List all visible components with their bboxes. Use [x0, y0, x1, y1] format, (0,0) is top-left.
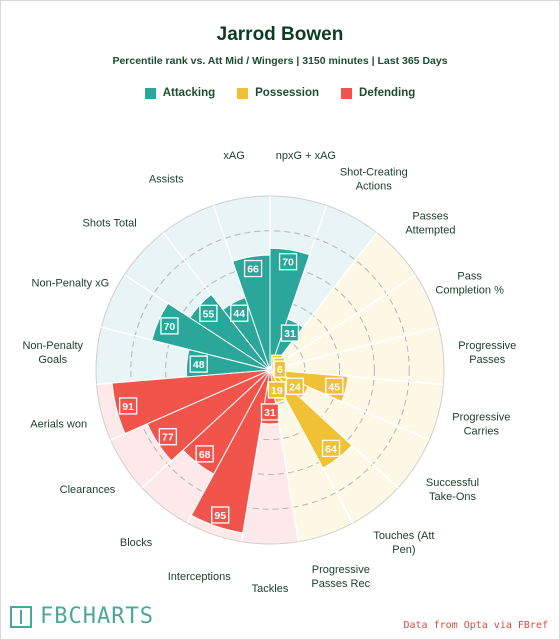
metric-label-xag: xAG — [223, 150, 244, 162]
metric-label-progressive-passes-rec: Progressive Passes Rec — [311, 564, 370, 590]
value-label-xag: 66 — [247, 264, 259, 276]
metric-label-clearances: Clearances — [60, 484, 116, 496]
bar-xag — [232, 254, 271, 371]
value-badge-bg-touches-att-pen — [321, 439, 341, 458]
value-badge-bg-blocks — [195, 445, 214, 463]
value-badge-bg-non-penalty-xg — [160, 317, 179, 335]
metric-label-shot-creating-actions: Shot-Creating Actions — [340, 166, 408, 192]
metric-label-successful-take-ons: Successful Take-Ons — [426, 477, 479, 503]
metric-label-progressive-carries: Progressive Carries — [452, 412, 510, 438]
bar-non-penalty-xg — [151, 302, 271, 371]
value-label-assists: 44 — [233, 308, 245, 320]
legend-label-defending: Defending — [359, 87, 416, 99]
value-label-aerials-won: 91 — [122, 401, 134, 413]
bar-aerials-won — [111, 369, 271, 435]
metric-label-non-penalty-goals: Non-Penalty Goals — [22, 340, 83, 366]
legend-item-defending: Defending — [341, 87, 415, 99]
value-label-npxg-xag: 70 — [282, 257, 294, 269]
value-label-non-penalty-xg: 70 — [164, 321, 176, 333]
metric-label-progressive-passes: Progressive Passes — [458, 340, 516, 366]
bar-npxg-xag — [269, 247, 311, 371]
value-label-clearances: 77 — [162, 432, 174, 444]
value-label-progressive-carries: 45 — [328, 381, 340, 393]
sector-bg-successful-take-ons — [270, 370, 430, 488]
value-badge-bg-non-penalty-goals — [189, 355, 208, 373]
legend: Attacking Possession Defending — [0, 87, 560, 99]
value-label-tackles: 31 — [264, 407, 276, 419]
value-badge-bg-progressive-carries — [325, 377, 344, 395]
metric-label-tackles: Tackles — [252, 583, 289, 595]
value-label-non-penalty-goals: 48 — [193, 359, 205, 371]
sector-bg-tackles — [241, 370, 299, 544]
value-label-shots-total: 55 — [203, 308, 215, 320]
value-badge-bg-successful-take-ons — [285, 377, 305, 395]
legend-swatch-defending — [341, 87, 353, 99]
legend-swatch-possession — [237, 87, 249, 99]
metric-label-npxg-xag: npxG + xAG — [276, 150, 336, 162]
value-label-progressive-passes-rec: 19 — [271, 385, 283, 397]
metric-label-assists: Assists — [149, 173, 184, 185]
sector-bg-passes-attempted — [270, 232, 416, 370]
legend-item-possession: Possession — [237, 87, 319, 99]
value-badge-bg-interceptions — [211, 506, 230, 524]
metric-label-touches-att-pen: Touches (Att Pen) — [373, 530, 434, 556]
sector-bg-progressive-passes — [270, 327, 444, 385]
brand-logo-icon — [10, 605, 32, 628]
grid-ring-40 — [199, 299, 341, 441]
grid-spoke-3 — [269, 274, 417, 371]
value-label-successful-take-ons: 24 — [289, 381, 301, 393]
value-badge-bg-progressive-passes — [273, 360, 287, 378]
chart-title: Jarrod Bowen — [216, 24, 344, 45]
value-label-progressive-passes: 6 — [277, 364, 283, 376]
value-badge-bg-shot-creating-actions — [280, 324, 300, 342]
bar-interceptions — [190, 369, 271, 534]
value-badge-bg-assists — [230, 304, 249, 322]
legend-label-attacking: Attacking — [162, 87, 216, 99]
chart-subtitle: Percentile rank vs. Att Mid / Wingers | … — [112, 55, 448, 67]
value-label-touches-att-pen: 64 — [325, 443, 337, 455]
legend-swatch-attacking — [144, 87, 156, 99]
metric-label-blocks: Blocks — [120, 537, 153, 549]
metric-label-pass-completion: Pass Completion % — [435, 270, 504, 296]
value-badge-bg-npxg-xag — [278, 253, 298, 271]
value-badge-bg-tackles — [260, 403, 280, 421]
value-badge-bg-xag — [243, 259, 263, 278]
sector-bg-progressive-passes-rec — [270, 370, 353, 542]
brand: FBCHARTS — [10, 604, 154, 629]
source-note: Data from Opta via FBref — [403, 620, 549, 631]
legend-item-attacking: Attacking — [144, 87, 216, 99]
metric-label-aerials-won: Aerials won — [30, 419, 87, 431]
metric-label-shots-total: Shots Total — [82, 217, 136, 229]
value-badge-bg-progressive-passes-rec — [267, 381, 286, 399]
grid-spoke-4 — [269, 326, 439, 371]
legend-label-possession: Possession — [255, 87, 320, 99]
metric-label-interceptions: Interceptions — [168, 571, 231, 583]
sector-bg-pass-completion — [270, 274, 439, 370]
brand-text: FBCHARTS — [40, 604, 154, 629]
value-label-blocks: 68 — [199, 449, 211, 461]
value-label-shot-creating-actions: 31 — [284, 328, 296, 340]
metric-label-non-penalty-xg: Non-Penalty xG — [32, 277, 110, 289]
value-badge-bg-aerials-won — [118, 397, 138, 415]
value-badge-bg-clearances — [158, 428, 178, 446]
value-label-interceptions: 95 — [214, 510, 226, 522]
metric-label-passes-attempted: Passes Attempted — [405, 210, 455, 236]
value-badge-bg-shots-total — [199, 304, 218, 322]
